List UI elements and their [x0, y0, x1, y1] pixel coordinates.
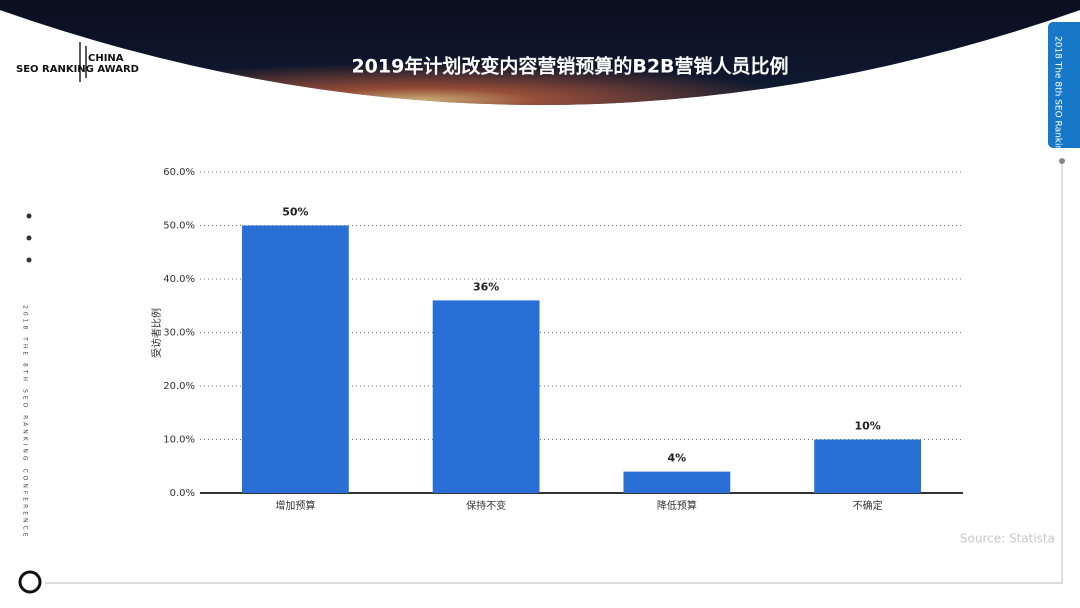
bar: [623, 471, 731, 493]
slide-title: 2019年计划改变内容营销预算的B2B营销人员比例: [351, 55, 788, 78]
plot: 0.0% 10.0% 20.0% 30.0% 40.0% 50.0% 60.0% 增加预算 50…: [163, 167, 963, 512]
value-label: 10%: [854, 420, 880, 433]
bar: [432, 300, 540, 493]
x-tick-label: 保持不变: [466, 499, 506, 512]
side-tab[interactable]: [1048, 22, 1080, 148]
y-tick-label: 60.0%: [163, 167, 195, 178]
y-tick-label: 40.0%: [163, 274, 195, 285]
frame-line: [45, 164, 1063, 584]
logo-line2: SEO RANKING AWARD: [16, 64, 139, 75]
value-label: 4%: [668, 452, 687, 465]
source: Source: Statista: [960, 532, 1055, 546]
vertical-text: 2018 THE 8TH SEO RANKING CONFERENCE: [22, 305, 29, 540]
x-tick-label: 不确定: [853, 499, 883, 512]
side-tab-text: 2018 The 8th SEO Ranking Conference: [1053, 36, 1063, 212]
corner-logo: [18, 570, 42, 594]
logo: CHINA SEO RANKING AWARD: [16, 42, 139, 82]
nav-dot: [26, 213, 32, 219]
bar: [241, 225, 349, 493]
y-axis-label: 受访者比例: [150, 308, 163, 358]
nav-dot: [26, 235, 32, 241]
value-label: 50%: [282, 206, 308, 219]
x-tick-label: 增加预算: [275, 499, 315, 512]
logo-line1: CHINA: [88, 53, 124, 64]
y-tick-label: 0.0%: [170, 488, 195, 499]
x-tick-label: 降低预算: [657, 499, 697, 512]
tab-dot: [1059, 158, 1065, 164]
nav-dot: [26, 257, 32, 263]
value-label: 36%: [473, 280, 499, 293]
y-tick-label: 50.0%: [163, 221, 195, 232]
header-glow: [0, 0, 1080, 105]
y-tick-label: 10.0%: [163, 435, 195, 446]
bar: [814, 439, 922, 493]
y-tick-label: 30.0%: [163, 328, 195, 339]
y-tick-label: 20.0%: [163, 381, 195, 392]
